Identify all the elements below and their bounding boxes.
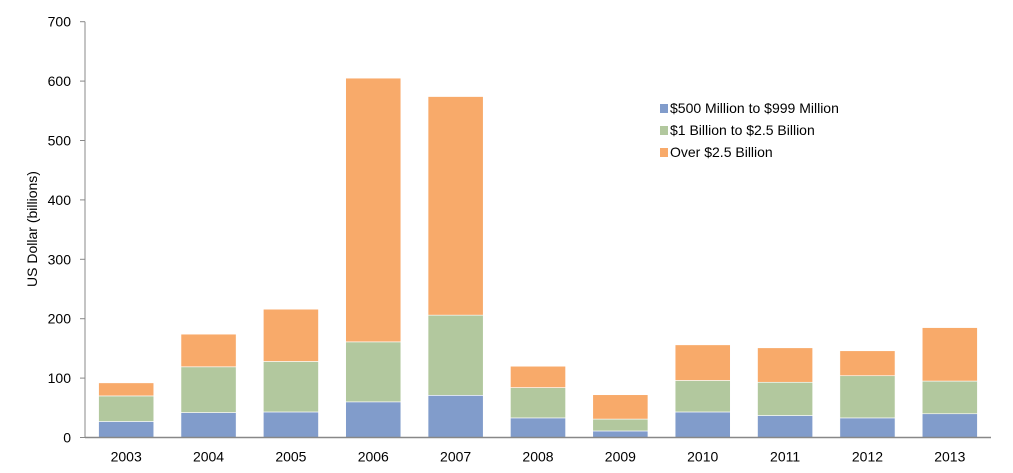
- bar-2005-series-2: [263, 308, 319, 362]
- bar-2006-series-1: [345, 341, 402, 403]
- bar-stack-2010: [674, 344, 731, 438]
- bar-2007-series-2: [427, 96, 484, 316]
- legend-label: $1 Billion to $2.5 Billion: [670, 122, 815, 138]
- x-tick-label: 2005: [275, 449, 306, 465]
- y-axis-title: US Dollar (billions): [24, 171, 40, 287]
- bar-2010-series-0: [674, 411, 731, 438]
- legend: $500 Million to $999 Million $1 Billion t…: [660, 100, 839, 160]
- bar-2006-series-2: [345, 77, 402, 343]
- bar-2004-series-1: [180, 366, 237, 413]
- x-tick-label: 2013: [934, 449, 965, 465]
- bar-2005-series-0: [263, 411, 319, 438]
- bar-2009-series-0: [592, 430, 649, 438]
- bar-2009-series-1: [592, 418, 649, 432]
- bar-2008-series-1: [510, 387, 566, 419]
- bar-2006-series-0: [345, 401, 402, 438]
- bar-2003-series-1: [98, 395, 155, 422]
- x-tick-label: 2008: [522, 449, 553, 465]
- y-tick-label: 200: [48, 311, 72, 327]
- y-tick-label: 600: [48, 73, 72, 89]
- legend-label: Over $2.5 Billion: [670, 144, 773, 160]
- bar-2003-series-2: [98, 382, 155, 397]
- bar-2008-series-0: [510, 417, 566, 438]
- bar-2008-series-2: [510, 365, 566, 388]
- y-tick-label: 100: [48, 370, 72, 386]
- bar-stack-2009: [592, 394, 649, 438]
- bar-stack-2013: [921, 327, 978, 438]
- bar-2010-series-2: [674, 344, 731, 381]
- bar-2013-series-2: [921, 327, 978, 382]
- y-tick-label: 400: [48, 192, 72, 208]
- x-ticks: 2003 2004 2005 2006 2007 2008 2009 2010 2011 2012…: [111, 449, 966, 465]
- y-tick-label: 500: [48, 133, 72, 149]
- bar-2004-series-2: [180, 333, 237, 368]
- y-tick-label: 300: [48, 251, 72, 267]
- y-tick-label: 0: [63, 430, 71, 446]
- bar-2012-series-0: [839, 417, 896, 438]
- x-tick-label: 2010: [687, 449, 718, 465]
- bar-stack-2008: [510, 365, 566, 438]
- bar-stack-2007: [427, 96, 484, 438]
- x-tick-label: 2009: [605, 449, 636, 465]
- y-tick-label: 700: [48, 14, 72, 30]
- bar-2010-series-1: [674, 380, 731, 413]
- bar-2013-series-0: [921, 413, 978, 438]
- bar-2009-series-2: [592, 394, 649, 420]
- bar-stack-2004: [180, 333, 237, 438]
- bar-2011-series-0: [757, 415, 813, 438]
- bar-2011-series-2: [757, 347, 813, 383]
- bar-stack-2003: [98, 382, 155, 438]
- bar-stack-2012: [839, 350, 896, 438]
- bar-stack-2005: [263, 308, 319, 438]
- x-tick-label: 2011: [770, 449, 800, 465]
- legend-swatch: [660, 104, 668, 113]
- bar-2007-series-0: [427, 395, 484, 438]
- x-tick-label: 2004: [193, 449, 224, 465]
- bar-2004-series-0: [180, 412, 237, 438]
- bar-stack-2011: [757, 347, 813, 438]
- legend-swatch: [660, 126, 668, 135]
- bar-2005-series-1: [263, 361, 319, 413]
- bar-2003-series-0: [98, 421, 155, 438]
- bar-2013-series-1: [921, 380, 978, 415]
- legend-swatch: [660, 148, 668, 157]
- x-tick-label: 2012: [852, 449, 883, 465]
- bar-2012-series-2: [839, 350, 896, 377]
- bar-2012-series-1: [839, 375, 896, 419]
- x-tick-label: 2003: [111, 449, 142, 465]
- x-tick-label: 2007: [440, 449, 471, 465]
- bar-stack-2006: [345, 77, 402, 438]
- y-ticks: 0 100 200 300 400 500 600 700: [48, 14, 85, 446]
- x-tick-label: 2006: [358, 449, 389, 465]
- bar-2007-series-1: [427, 314, 484, 396]
- legend-label: $500 Million to $999 Million: [670, 100, 839, 116]
- bars-layer: [98, 77, 978, 438]
- bar-2011-series-1: [757, 381, 813, 416]
